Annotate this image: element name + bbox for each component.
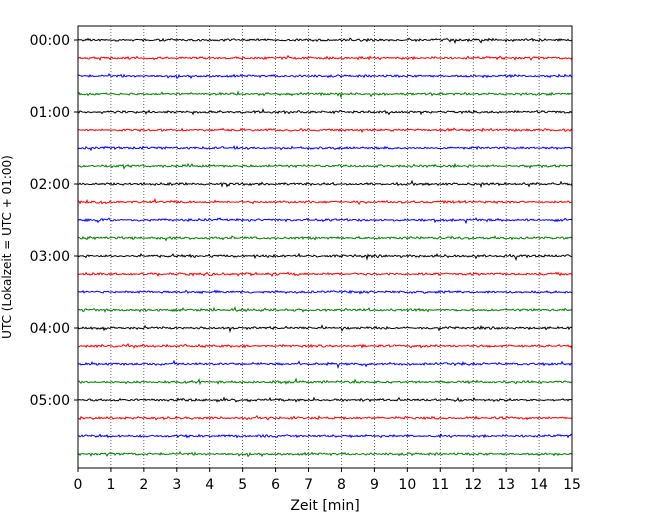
y-tick-label: 03:00: [30, 249, 70, 265]
x-tick-label: 7: [304, 477, 313, 493]
x-tick-label: 1: [106, 477, 115, 493]
trace-line: [77, 162, 573, 170]
trace-line: [77, 271, 573, 278]
trace-line: [77, 217, 573, 225]
trace-line: [77, 342, 573, 349]
trace-line: [77, 433, 573, 439]
trace-line: [77, 127, 573, 134]
trace-line: [77, 145, 573, 152]
plot-frame: [77, 25, 573, 469]
trace-line: [77, 252, 573, 262]
trace-line: [77, 179, 573, 189]
trace-line: [77, 54, 573, 62]
y-tick-label: 00:00: [30, 33, 70, 49]
x-tick-label: 5: [238, 477, 247, 493]
trace-line: [77, 359, 573, 370]
x-tick-label: 4: [205, 477, 214, 493]
x-tick-label: 0: [74, 477, 83, 493]
y-axis: 00:00 01:00 02:00 03:00 04:00 05:00: [30, 33, 78, 409]
trace-line: [77, 396, 573, 403]
x-axis: 0 1 2 3 4 5 6 7 8 9 10 11 12 13 14 15: [74, 468, 581, 493]
y-axis-label: UTC (Lokalzeit = UTC + 01:00): [0, 155, 14, 339]
x-tick-label: 9: [370, 477, 379, 493]
y-tick-label: 02:00: [30, 177, 70, 193]
x-tick-label: 13: [497, 477, 515, 493]
trace-line: [77, 324, 573, 333]
trace-line: [77, 197, 573, 205]
trace-group: [77, 37, 573, 458]
trace-line: [77, 306, 573, 313]
x-tick-label: 8: [337, 477, 346, 493]
trace-line: [77, 108, 573, 116]
y-tick-label: 04:00: [30, 321, 70, 337]
trace-line: [77, 377, 573, 386]
trace-line: [77, 235, 573, 242]
trace-line: [77, 90, 573, 98]
x-axis-label: Zeit [min]: [290, 498, 359, 514]
y-tick-label: 05:00: [30, 393, 70, 409]
x-tick-label: 10: [398, 477, 416, 493]
x-tick-label: 3: [172, 477, 181, 493]
trace-line: [77, 37, 573, 45]
x-tick-label: 12: [464, 477, 482, 493]
trace-line: [77, 450, 573, 458]
trace-line: [77, 289, 573, 295]
y-tick-label: 01:00: [30, 105, 70, 121]
x-tick-label: 14: [530, 477, 548, 493]
x-tick-label: 15: [563, 477, 581, 493]
x-tick-label: 2: [139, 477, 148, 493]
x-tick-label: 11: [431, 477, 449, 493]
trace-line: [77, 414, 573, 421]
trace-line: [77, 72, 573, 80]
x-tick-label: 6: [271, 477, 280, 493]
